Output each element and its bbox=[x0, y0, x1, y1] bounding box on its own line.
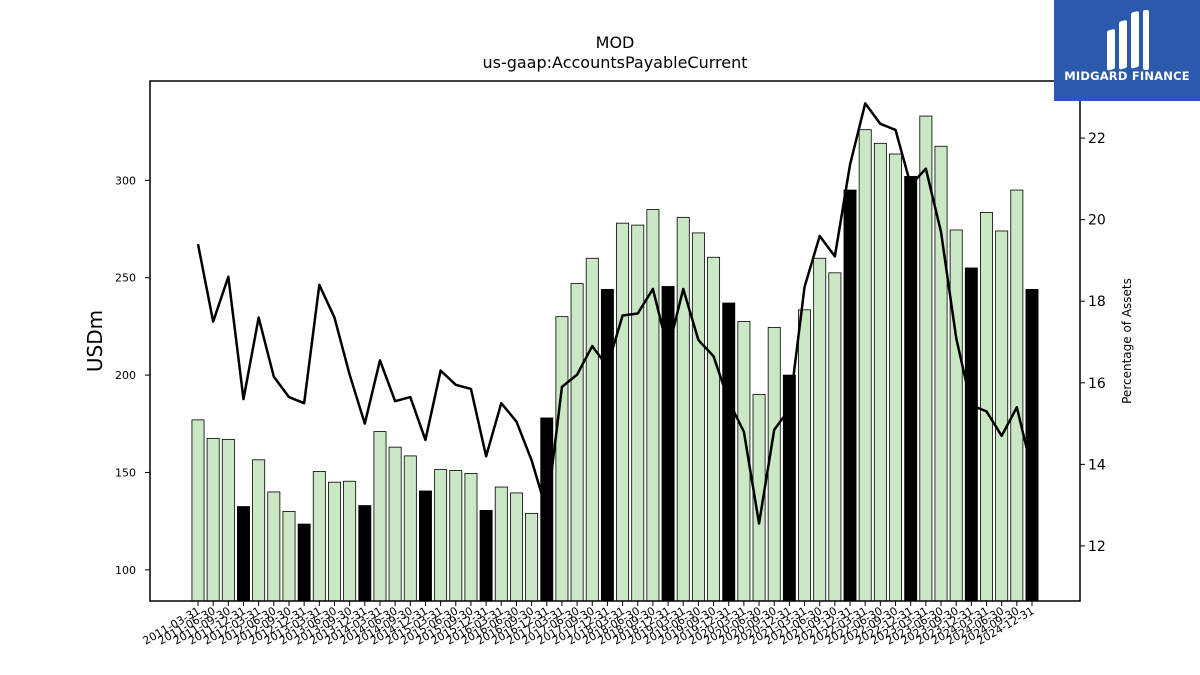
bar bbox=[980, 212, 993, 602]
bar bbox=[221, 438, 235, 602]
bar bbox=[509, 492, 523, 602]
y2-tick-label: 12 bbox=[1088, 539, 1106, 555]
y-tick-label: 250 bbox=[115, 272, 136, 285]
bar bbox=[479, 510, 493, 602]
bar bbox=[358, 505, 372, 602]
bar bbox=[570, 283, 584, 602]
pct-of-assets-line bbox=[196, 102, 1034, 525]
right-y-axis: 12 14 16 18 20 22 bbox=[1080, 131, 1106, 555]
chart-title: MOD bbox=[596, 33, 635, 52]
bar bbox=[388, 446, 402, 602]
bar bbox=[949, 229, 963, 602]
bar bbox=[691, 232, 705, 602]
bar bbox=[813, 257, 827, 602]
bar bbox=[464, 473, 478, 602]
bar-series bbox=[191, 115, 1039, 602]
bar bbox=[1010, 189, 1024, 602]
bar bbox=[373, 431, 387, 602]
bar bbox=[995, 230, 1009, 602]
bar bbox=[555, 316, 569, 602]
bar bbox=[237, 506, 250, 602]
bar bbox=[282, 511, 296, 602]
bar bbox=[798, 309, 812, 602]
bar bbox=[297, 523, 311, 602]
y-tick-label: 150 bbox=[115, 466, 136, 479]
bar bbox=[722, 302, 736, 602]
y2-tick-label: 18 bbox=[1088, 294, 1106, 310]
chart-subtitle: us-gaap:AccountsPayableCurrent bbox=[482, 53, 747, 72]
y2-axis-label: Percentage of Assets bbox=[1120, 278, 1134, 404]
bar bbox=[707, 256, 721, 602]
bar bbox=[494, 486, 508, 602]
y2-tick-label: 16 bbox=[1088, 376, 1106, 392]
bar bbox=[403, 455, 417, 602]
bar bbox=[267, 491, 281, 602]
bar bbox=[418, 490, 432, 602]
y-axis-label: USDm bbox=[83, 310, 107, 372]
bar bbox=[312, 471, 326, 602]
bar bbox=[828, 272, 842, 602]
pct-line-series bbox=[196, 102, 1034, 525]
bar bbox=[525, 512, 539, 602]
bar bbox=[434, 469, 448, 602]
plot-frame bbox=[149, 80, 1081, 602]
y-tick-label: 100 bbox=[115, 564, 136, 577]
bar bbox=[858, 129, 872, 602]
bar bbox=[616, 222, 630, 602]
bar bbox=[252, 459, 266, 602]
y2-tick-label: 22 bbox=[1088, 131, 1106, 147]
bar bbox=[676, 216, 690, 602]
y-tick-label: 300 bbox=[115, 174, 136, 187]
bar bbox=[191, 419, 205, 602]
y-tick-label: 200 bbox=[115, 369, 136, 382]
bar bbox=[767, 326, 781, 602]
bar bbox=[449, 470, 463, 602]
y2-tick-label: 14 bbox=[1088, 457, 1106, 473]
bar bbox=[873, 142, 887, 602]
bar bbox=[646, 209, 660, 602]
bar bbox=[631, 224, 645, 602]
x-axis: 2011-03-312011-06-302011-09-302011-12-31… bbox=[141, 601, 1037, 648]
bar bbox=[343, 480, 357, 602]
logo-text: MIDGARD FINANCE bbox=[1064, 69, 1190, 83]
bar bbox=[904, 176, 918, 602]
y2-tick-label: 20 bbox=[1088, 213, 1106, 229]
bar bbox=[1025, 288, 1039, 602]
midgard-finance-logo-icon bbox=[1107, 10, 1149, 71]
bar bbox=[206, 437, 220, 602]
bar bbox=[964, 267, 978, 602]
bar bbox=[889, 153, 902, 602]
bar bbox=[600, 288, 614, 602]
left-y-axis: 100 150 200 250 300 bbox=[115, 174, 150, 577]
bar bbox=[328, 481, 341, 602]
bar bbox=[843, 189, 857, 602]
bar bbox=[585, 257, 599, 602]
midgard-finance-logo: MIDGARD FINANCE bbox=[1054, 0, 1200, 101]
